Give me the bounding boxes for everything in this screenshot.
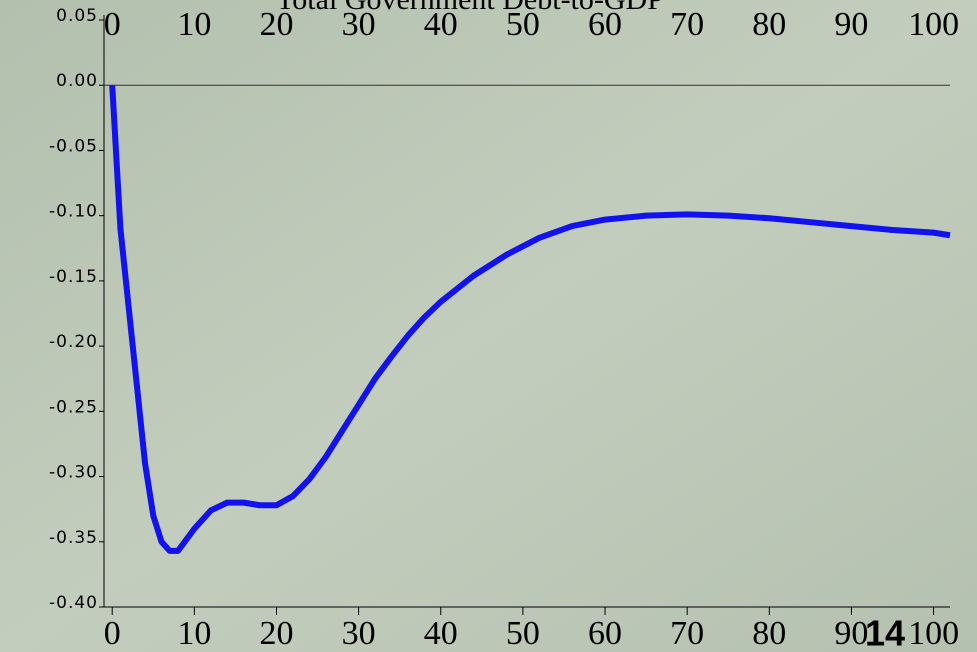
x-tick-label-top: 0: [104, 6, 121, 43]
x-tick-label-top: 30: [342, 6, 376, 43]
y-tick-label: -0.35: [49, 528, 98, 548]
x-tick-label-top: 50: [506, 6, 540, 43]
slide-number: 14: [865, 613, 905, 652]
x-tick-label: 20: [259, 615, 293, 652]
x-tick-label: 70: [670, 615, 704, 652]
x-tick-label-top: 40: [424, 6, 458, 43]
x-tick-label-top: 20: [259, 6, 293, 43]
page: {"chart_data": {"type": "line", "title":…: [0, 0, 977, 652]
x-tick-label: 50: [506, 615, 540, 652]
x-tick-label: 0: [104, 615, 121, 652]
y-tick-label: -0.40: [49, 593, 98, 613]
y-tick-label: -0.20: [49, 332, 98, 352]
x-tick-label-top: 80: [752, 6, 786, 43]
y-tick-label: -0.10: [49, 202, 98, 222]
x-tick-label: 40: [424, 615, 458, 652]
x-tick-label: 30: [342, 615, 376, 652]
x-tick-label-top: 90: [834, 6, 868, 43]
y-tick-label: 0.05: [56, 6, 98, 26]
chart: Total Government Debt-to-GDP 0.050.00-0.…: [0, 0, 977, 652]
y-tick-label: -0.05: [49, 136, 98, 156]
y-tick-label: 0.00: [56, 71, 98, 91]
x-tick-label: 10: [177, 615, 211, 652]
x-tick-label: 100: [908, 615, 959, 652]
y-tick-label: -0.15: [49, 267, 98, 287]
x-tick-label-top: 70: [670, 6, 704, 43]
x-tick-label-top: 10: [177, 6, 211, 43]
x-tick-label-top: 60: [588, 6, 622, 43]
x-tick-label: 80: [752, 615, 786, 652]
x-tick-label-top: 100: [908, 6, 959, 43]
y-tick-label: -0.30: [49, 463, 98, 483]
background: [0, 0, 977, 652]
x-tick-label: 90: [834, 615, 868, 652]
x-tick-label: 60: [588, 615, 622, 652]
y-tick-label: -0.25: [49, 397, 98, 417]
